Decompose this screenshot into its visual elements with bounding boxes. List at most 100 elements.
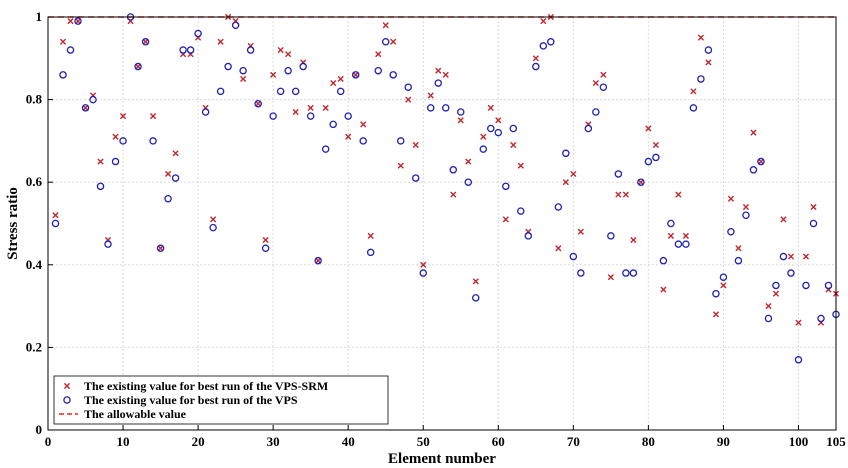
x-marker-stroke bbox=[712, 311, 720, 318]
x-marker-stroke bbox=[149, 113, 157, 120]
vps-srm-point bbox=[277, 46, 284, 54]
x-marker-stroke bbox=[720, 282, 727, 289]
vps-point bbox=[712, 289, 720, 298]
x-marker-stroke bbox=[765, 303, 772, 310]
x-marker-stroke bbox=[352, 71, 359, 78]
vps-srm-point bbox=[570, 170, 577, 178]
vps-point bbox=[734, 256, 743, 265]
vps-srm-point bbox=[600, 71, 607, 78]
vps-point bbox=[306, 112, 315, 120]
x-marker-stroke bbox=[795, 319, 802, 326]
vps-srm-point bbox=[217, 38, 224, 45]
vps-point bbox=[629, 269, 638, 277]
vps-srm-point bbox=[382, 22, 389, 29]
vps-point bbox=[344, 112, 352, 120]
x-marker-stroke bbox=[285, 51, 292, 58]
vps-srm-point bbox=[97, 158, 104, 165]
vps-point bbox=[809, 219, 818, 228]
vps-point bbox=[96, 182, 105, 191]
vps-srm-point bbox=[480, 133, 487, 140]
x-marker-stroke bbox=[405, 96, 412, 103]
vps-srm-point bbox=[435, 67, 442, 74]
x-marker-stroke bbox=[697, 34, 705, 41]
vps-point bbox=[637, 178, 645, 186]
x-marker-stroke bbox=[240, 75, 247, 83]
x-marker-stroke bbox=[652, 141, 659, 149]
vps-point bbox=[419, 269, 427, 277]
vps-point bbox=[366, 248, 375, 257]
x-marker-stroke bbox=[562, 179, 569, 186]
vps-srm-point bbox=[630, 236, 637, 244]
vps-point bbox=[667, 219, 675, 228]
x-tick-label: 90 bbox=[717, 434, 730, 449]
vps-srm-point bbox=[637, 179, 644, 186]
x-marker-stroke bbox=[210, 216, 217, 223]
x-tick-label: 20 bbox=[192, 434, 205, 449]
vps-point bbox=[614, 170, 623, 178]
x-marker-stroke bbox=[660, 286, 667, 293]
x-marker-stroke bbox=[322, 104, 329, 111]
vps-point bbox=[186, 46, 195, 54]
vps-srm-point bbox=[337, 75, 344, 83]
vps-srm-point bbox=[172, 150, 179, 157]
x-marker-stroke bbox=[375, 51, 382, 58]
vps-srm-point bbox=[810, 203, 817, 211]
plot-frame bbox=[47, 16, 837, 431]
vps-srm-point bbox=[742, 203, 750, 211]
legend-marker-vps bbox=[63, 396, 71, 404]
vps-point bbox=[314, 256, 322, 265]
x-marker-stroke bbox=[442, 71, 449, 78]
vps-point bbox=[584, 124, 593, 133]
x-marker-stroke bbox=[600, 71, 607, 78]
x-marker-stroke bbox=[457, 117, 464, 124]
vps-srm-point bbox=[59, 38, 67, 45]
vps-point bbox=[276, 87, 285, 96]
vps-srm-point bbox=[157, 245, 164, 252]
x-tick-label: 70 bbox=[567, 434, 580, 449]
vps-point bbox=[119, 137, 127, 145]
vps-point bbox=[179, 46, 187, 54]
vps-point bbox=[321, 145, 330, 153]
vps-srm-point bbox=[397, 162, 404, 169]
vps-srm-point bbox=[682, 232, 689, 239]
vps-srm-point bbox=[82, 104, 89, 111]
x-marker-stroke bbox=[750, 129, 757, 136]
vps-point bbox=[254, 99, 262, 108]
vps-point bbox=[719, 273, 728, 281]
vps-point bbox=[359, 137, 367, 145]
vps-srm-point bbox=[330, 79, 337, 87]
vps-point bbox=[682, 240, 690, 248]
x-marker-stroke bbox=[390, 38, 397, 45]
x-marker-stroke bbox=[540, 18, 547, 25]
x-marker-stroke bbox=[397, 162, 404, 169]
vps-srm-point bbox=[487, 104, 494, 111]
vps-point bbox=[554, 203, 563, 211]
vps-srm-point bbox=[652, 141, 659, 149]
x-marker-stroke bbox=[555, 245, 562, 252]
vps-srm-point bbox=[727, 195, 735, 202]
vps-point bbox=[201, 108, 210, 116]
vps-srm-point bbox=[412, 141, 419, 149]
vps-point bbox=[562, 149, 570, 158]
x-marker-stroke bbox=[637, 179, 644, 186]
vps-srm-point bbox=[345, 133, 352, 140]
vps-point bbox=[607, 232, 615, 240]
vps-point bbox=[644, 157, 653, 166]
x-marker-stroke bbox=[277, 46, 284, 54]
vps-point bbox=[381, 38, 390, 46]
x-marker-stroke bbox=[690, 88, 697, 95]
vps-srm-point bbox=[210, 216, 217, 223]
vps-point bbox=[457, 108, 465, 116]
vps-srm-point bbox=[74, 18, 82, 25]
vps-point bbox=[577, 269, 585, 277]
vps-srm-point bbox=[307, 104, 314, 111]
x-marker-stroke bbox=[735, 245, 742, 252]
vps-srm-point bbox=[667, 232, 674, 239]
vps-srm-point bbox=[322, 104, 329, 111]
vps-point bbox=[164, 194, 172, 203]
legend-label-allowable: The allowable value bbox=[84, 407, 187, 421]
x-marker-stroke bbox=[645, 125, 652, 132]
x-marker-stroke bbox=[345, 133, 352, 140]
vps-point bbox=[329, 120, 337, 129]
vps-point bbox=[517, 207, 525, 215]
